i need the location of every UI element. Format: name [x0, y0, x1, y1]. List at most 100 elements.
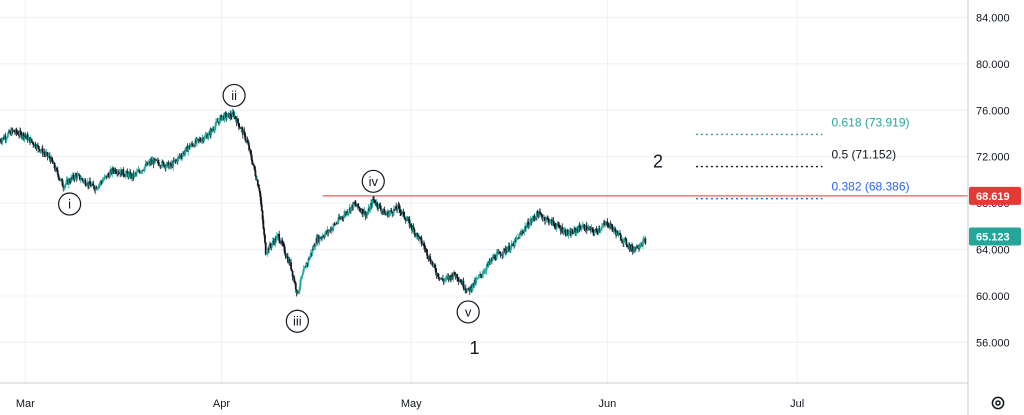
candle [379, 202, 382, 210]
candle [506, 249, 509, 253]
candle [497, 248, 500, 255]
candle [184, 147, 187, 155]
candle [20, 131, 23, 139]
candle [203, 133, 206, 140]
candle [104, 176, 107, 179]
candle [527, 218, 530, 230]
candle [143, 166, 146, 173]
x-tick-label: May [401, 398, 422, 410]
y-tick-label: 84.000 [976, 12, 1010, 24]
candle [576, 226, 579, 234]
candle [269, 242, 272, 249]
time-axis[interactable]: Mar Apr May Jun Jul [16, 398, 804, 410]
candle [274, 235, 277, 248]
candle [302, 265, 305, 273]
candle [238, 123, 241, 129]
candle [99, 180, 102, 187]
candle [46, 151, 49, 161]
candle [631, 243, 634, 255]
candle [318, 234, 321, 246]
candle [47, 153, 50, 159]
x-tick-label: Mar [16, 398, 35, 410]
candle [67, 177, 70, 189]
price-tags: 68.619 65.123 [969, 186, 1021, 246]
candle [180, 152, 183, 159]
candle [575, 226, 578, 236]
candle [85, 182, 88, 186]
candle [573, 225, 576, 236]
fibonacci-levels: 0.618 (73.919) 0.5 (71.152) 0.382 (68.386) [695, 115, 910, 200]
candle [475, 275, 477, 287]
candle [477, 274, 480, 279]
candle [61, 178, 64, 186]
settings-gear-icon[interactable] [988, 394, 1008, 412]
candle [420, 235, 423, 247]
candle [63, 184, 66, 192]
candle [41, 144, 44, 157]
candle [100, 180, 103, 186]
candle [26, 131, 29, 144]
candle [612, 226, 615, 235]
candle [123, 173, 126, 178]
candle [429, 253, 432, 263]
candle [264, 241, 267, 256]
candle [177, 154, 179, 165]
candle [255, 174, 258, 181]
candle [212, 126, 215, 132]
candle [482, 269, 485, 278]
price-tag-label: 65.123 [976, 231, 1010, 243]
candle [464, 284, 467, 294]
candle [18, 127, 21, 139]
candle [341, 216, 344, 222]
candle [158, 160, 160, 167]
candle [254, 166, 257, 178]
candle [562, 227, 565, 236]
candle [412, 223, 415, 230]
wave-label-iv: iv [361, 169, 385, 193]
candle [38, 148, 41, 153]
candle [580, 225, 583, 232]
wave-label-text: i [68, 197, 71, 212]
candle [161, 159, 164, 169]
y-tick-label: 64.000 [976, 245, 1010, 257]
candle [89, 177, 92, 185]
candle [583, 224, 586, 231]
wave-label-text: iv [369, 174, 379, 189]
candle [347, 211, 350, 217]
candle [300, 278, 303, 282]
price-axis[interactable]: 84.00080.00076.00072.00068.00064.00060.0… [976, 12, 1010, 349]
candle [441, 274, 444, 282]
candle [135, 168, 138, 177]
candle [271, 243, 273, 249]
candle [495, 249, 498, 260]
candle [445, 275, 447, 282]
candle [0, 138, 2, 144]
candle [126, 168, 129, 174]
candle [111, 165, 114, 178]
fib-level-label: 0.618 (73.919) [831, 115, 909, 129]
candle [418, 234, 421, 243]
candle [237, 122, 240, 131]
candle [596, 227, 598, 235]
candle [233, 111, 235, 120]
candle [600, 222, 603, 231]
candle [76, 170, 79, 180]
candle [585, 221, 588, 235]
candle [438, 273, 440, 281]
candle [70, 174, 73, 184]
candle [592, 226, 595, 236]
wave-label-text: v [465, 304, 472, 319]
price-tag-label: 68.619 [976, 191, 1010, 203]
candle [203, 138, 205, 144]
wave-label-v: v [456, 300, 480, 324]
candle [187, 146, 190, 156]
candle [293, 275, 296, 284]
candle [226, 113, 229, 117]
candle [51, 156, 54, 163]
candle [13, 130, 16, 133]
price-tag: 68.619 [969, 186, 1021, 205]
axes [0, 0, 969, 415]
candle [57, 173, 60, 181]
